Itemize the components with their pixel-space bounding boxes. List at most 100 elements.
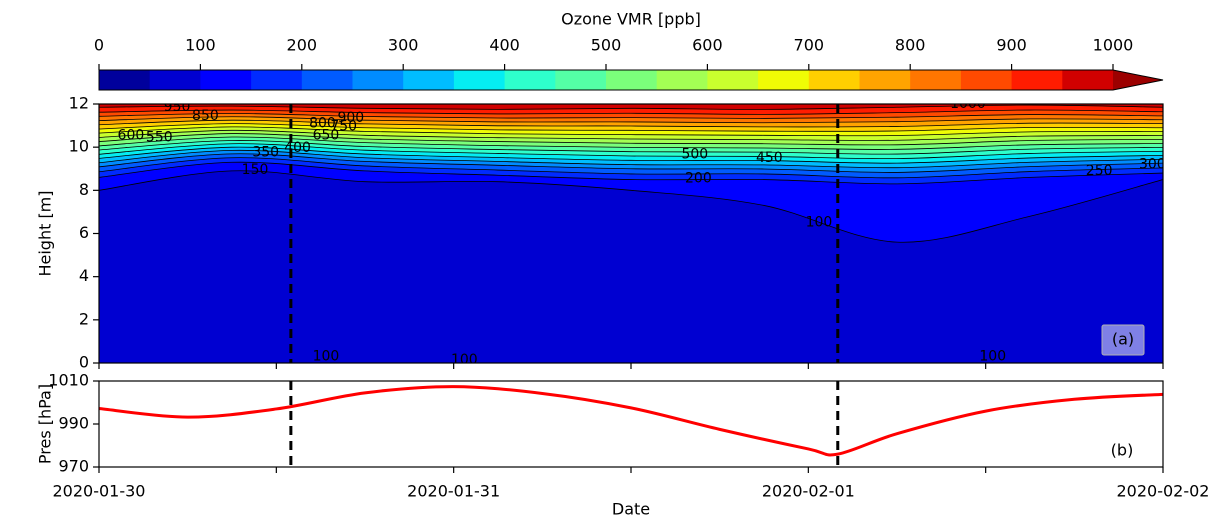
y-axis-label: Height [m] <box>36 190 55 276</box>
contour-line <box>99 133 1163 146</box>
contour-label: 350 <box>252 145 279 161</box>
y-tick-label: 2 <box>79 309 89 328</box>
colorbar-tick-label: 900 <box>996 36 1027 55</box>
y-tick-label: 8 <box>79 180 89 199</box>
contour-label: 400 <box>284 140 311 156</box>
colorbar-bin <box>1062 70 1114 90</box>
colorbar-tick-label: 0 <box>94 36 104 55</box>
contour-label: 650 <box>313 127 340 143</box>
panel-label-box <box>1101 324 1145 356</box>
colorbar-bin <box>149 70 201 90</box>
y-tick-label: 4 <box>79 266 89 285</box>
contour-label: 250 <box>1086 163 1113 179</box>
contour-label: 550 <box>146 129 173 145</box>
contour-line <box>99 161 1163 185</box>
colorbar-bin <box>656 70 708 90</box>
colorbar-tick-label: 500 <box>591 36 622 55</box>
contour-label: 750 <box>330 119 357 135</box>
colorbar-bin <box>707 70 759 90</box>
contour-line <box>99 129 1163 141</box>
colorbar-tick-label: 700 <box>794 36 825 55</box>
colorbar-tick-label: 1000 <box>1093 36 1134 55</box>
colorbar-outline <box>98 69 1164 91</box>
y-tick-label: 970 <box>58 457 89 476</box>
contour-line <box>99 113 1163 119</box>
colorbar-bin <box>1011 70 1063 90</box>
colorbar-label: Ozone VMR [ppb] <box>561 10 701 29</box>
contour-line <box>99 119 1163 128</box>
contour-line <box>99 143 1163 160</box>
x-axis-label: Date <box>612 500 650 519</box>
contour-line <box>99 153 1163 173</box>
contour-line <box>99 149 1163 169</box>
contour-label: 100 <box>806 215 833 231</box>
y-tick-label: 0 <box>79 353 89 372</box>
colorbar-tick-label: 200 <box>287 36 318 55</box>
contour-line <box>99 123 1163 132</box>
y-tick-label: 1010 <box>48 371 89 390</box>
colorbar-bin <box>504 70 556 90</box>
colorbar-tick-label: 300 <box>388 36 419 55</box>
contour-label: 800 <box>309 115 336 131</box>
colorbar-extend <box>1113 70 1163 90</box>
contour-line <box>99 157 1163 179</box>
contour-line <box>99 146 1163 164</box>
contour-line <box>99 109 1163 115</box>
contour-line <box>99 126 1163 137</box>
colorbar-bin <box>606 70 658 90</box>
colorbar-bin <box>99 70 151 90</box>
colorbar-bin <box>453 70 506 90</box>
contour-line <box>99 136 1163 150</box>
x-tick-label: 2020-01-30 <box>53 482 146 501</box>
colorbar-bin <box>859 70 911 90</box>
contour-line <box>99 170 1163 243</box>
contour-label: 150 <box>242 162 269 178</box>
colorbar-bin <box>200 70 252 90</box>
axes-frame <box>98 380 1164 468</box>
y-tick-label: 990 <box>58 414 89 433</box>
x-tick-label: 2020-02-02 <box>1117 482 1210 501</box>
contour-label: 450 <box>756 150 783 166</box>
contour-label: 100 <box>451 352 478 368</box>
contour-line <box>99 140 1163 155</box>
colorbar-tick-label: 600 <box>692 36 723 55</box>
colorbar-bin <box>910 70 962 90</box>
y-tick-label: 10 <box>69 137 89 156</box>
y-axis-label: Pres [hPa] <box>36 384 55 464</box>
x-tick-label: 2020-02-01 <box>762 482 855 501</box>
colorbar-tick-label: 400 <box>489 36 520 55</box>
colorbar-tick-label: 800 <box>895 36 926 55</box>
contour-line <box>99 116 1163 124</box>
contour-label: 950 <box>164 99 191 115</box>
colorbar-bin <box>352 70 404 90</box>
colorbar-bin <box>301 70 353 90</box>
contour-fill <box>99 170 1163 363</box>
x-tick-label: 2020-01-31 <box>407 482 500 501</box>
panel-label: (b) <box>1111 441 1134 460</box>
y-tick-label: 12 <box>69 94 89 113</box>
contour-label: 600 <box>118 127 145 143</box>
axes-frame <box>98 103 1164 364</box>
contour-label: 200 <box>685 170 712 186</box>
colorbar-bin <box>403 70 455 90</box>
contour-label: 300 <box>1139 156 1166 172</box>
contour-label: 100 <box>313 349 340 365</box>
contour-label: 100 <box>979 349 1006 365</box>
contour-line <box>99 104 1163 110</box>
pressure-line <box>99 385 1163 457</box>
contour-label: 1000 <box>950 96 986 112</box>
colorbar-bin <box>251 70 303 90</box>
colorbar-bin <box>960 70 1013 90</box>
colorbar-bin <box>808 70 860 90</box>
colorbar-bin <box>555 70 607 90</box>
panel-label: (a) <box>1112 330 1134 349</box>
colorbar-bin <box>758 70 810 90</box>
contour-label: 900 <box>337 110 364 126</box>
contour-label: 850 <box>192 108 219 124</box>
y-tick-label: 6 <box>79 223 89 242</box>
colorbar-tick-label: 100 <box>185 36 216 55</box>
contour-label: 500 <box>681 147 708 163</box>
